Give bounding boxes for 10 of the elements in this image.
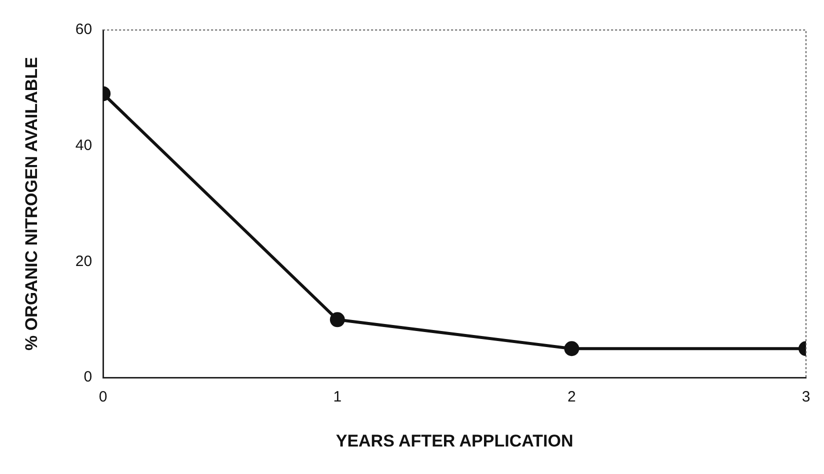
x-axis-title: YEARS AFTER APPLICATION xyxy=(336,431,574,450)
y-axis-title: % ORGANIC NITROGEN AVAILABLE xyxy=(22,57,41,351)
x-tick-label: 0 xyxy=(98,388,108,406)
y-tick-label: 60 xyxy=(75,21,92,38)
x-tick-label: 3 xyxy=(802,388,810,406)
x-tick-label: 2 xyxy=(568,388,576,406)
y-tick-label: 0 xyxy=(84,368,92,386)
y-tick-label: 20 xyxy=(75,252,92,270)
x-tick-label: 1 xyxy=(333,388,342,406)
y-tick-label: 40 xyxy=(75,137,92,154)
